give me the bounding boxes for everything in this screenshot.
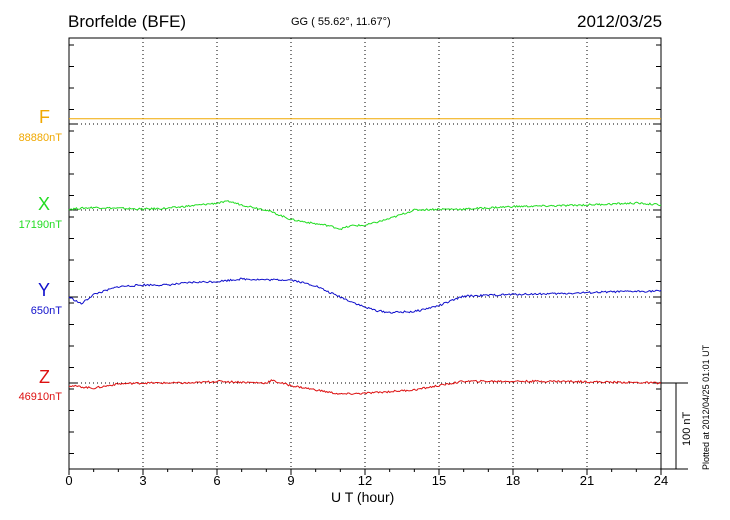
x-axis-label: U T (hour) [331, 489, 395, 505]
plotted-timestamp: Plotted at 2012/04/25 01:01 UT [701, 344, 711, 470]
x-tick-label: 0 [65, 473, 72, 488]
component-letter-y: Y [37, 280, 50, 300]
component-letter-f: F [39, 107, 50, 127]
component-letter-z: Z [39, 367, 50, 387]
scale-bar-label: 100 nT [681, 411, 693, 446]
x-tick-label: 9 [287, 473, 294, 488]
baseline-label-x: 17190nT [18, 219, 62, 231]
series-line-z [68, 379, 662, 395]
x-tick-label: 24 [654, 473, 668, 488]
x-tick-label: 3 [139, 473, 146, 488]
x-tick-label: 18 [506, 473, 520, 488]
baseline-label-y: 650nT [30, 305, 62, 317]
series-line-x [68, 200, 662, 231]
baseline-label-z: 46910nT [18, 391, 62, 403]
geographic-coordinates: GG ( 55.62°, 11.67°) [291, 16, 391, 28]
x-tick-label: 12 [358, 473, 372, 488]
x-tick-label: 6 [213, 473, 220, 488]
component-letter-x: X [37, 194, 50, 214]
baseline-label-f: 88880nT [18, 132, 62, 144]
series-line-y [68, 277, 662, 314]
station-title: Brorfelde (BFE) [68, 12, 187, 31]
date-label: 2012/03/25 [577, 12, 663, 31]
x-tick-label: 15 [432, 473, 446, 488]
x-tick-label: 21 [580, 473, 594, 488]
